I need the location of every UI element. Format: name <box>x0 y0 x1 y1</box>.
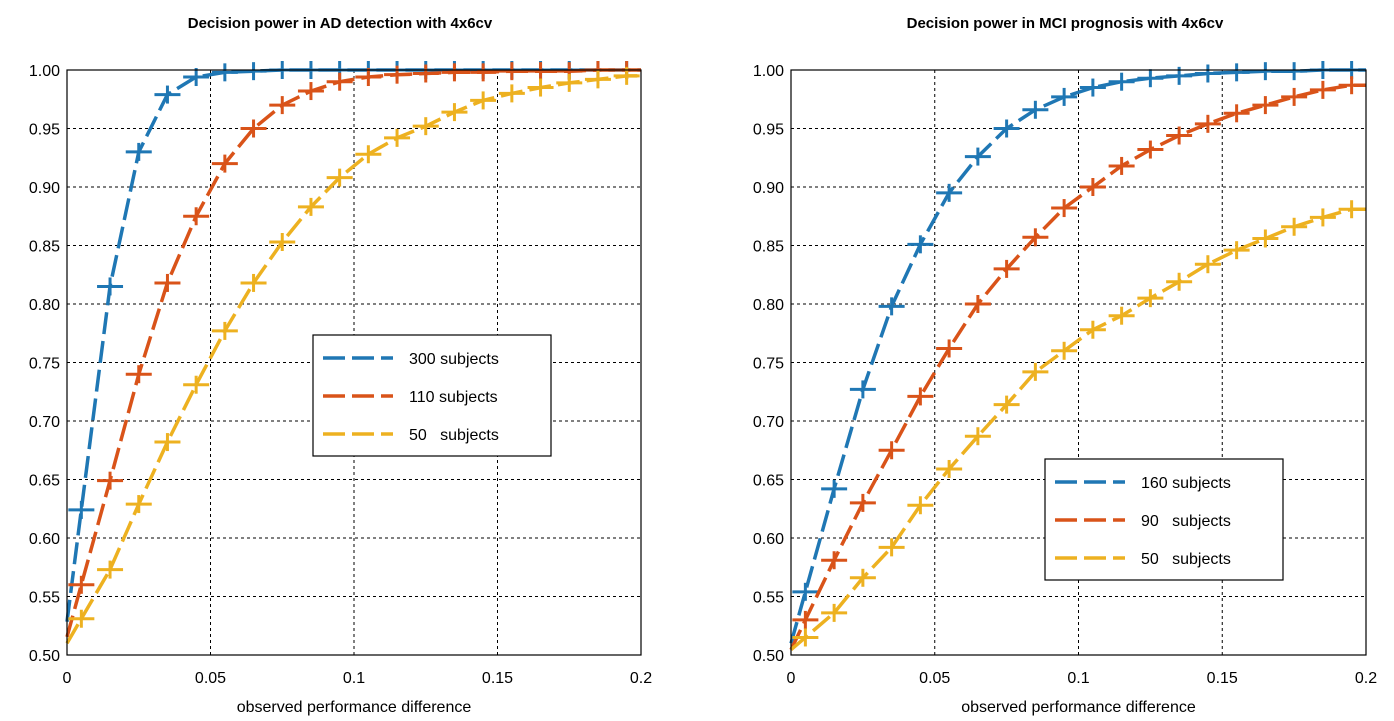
y-tick-label: 0.95 <box>29 122 60 139</box>
y-tick-label: 0.50 <box>29 648 60 665</box>
chart-title: Decision power in MCI prognosis with 4x6… <box>907 15 1224 32</box>
y-tick-label: 0.60 <box>753 531 784 548</box>
y-tick-label: 0.50 <box>753 648 784 665</box>
y-tick-label: 1.00 <box>29 63 60 80</box>
y-tick-label: 0.60 <box>29 531 60 548</box>
y-tick-label: 0.75 <box>753 356 784 373</box>
x-tick-label: 0 <box>63 670 72 687</box>
y-tick-label: 0.75 <box>29 356 60 373</box>
y-tick-label: 0.80 <box>753 297 784 314</box>
x-tick-label: 0.2 <box>1355 670 1377 687</box>
y-tick-label: 0.90 <box>29 180 60 197</box>
series-line <box>789 83 1366 651</box>
series-line <box>789 68 1366 644</box>
y-tick-label: 0.95 <box>753 122 784 139</box>
y-tick-label: 0.80 <box>29 297 60 314</box>
x-tick-label: 0.15 <box>1207 670 1238 687</box>
x-tick-label: 0 <box>787 670 796 687</box>
y-tick-label: 1.00 <box>753 63 784 80</box>
x-tick-label: 0.15 <box>482 670 513 687</box>
x-tick-label: 0.2 <box>630 670 652 687</box>
y-tick-label: 0.65 <box>29 473 60 490</box>
series-line <box>789 207 1366 652</box>
x-axis-label: observed performance difference <box>237 699 472 716</box>
x-tick-label: 0.1 <box>343 670 365 687</box>
legend-label: 110 subjects <box>409 389 498 406</box>
legend-label: 50 subjects <box>1141 551 1231 568</box>
x-tick-label: 0.05 <box>195 670 226 687</box>
y-tick-label: 0.55 <box>29 590 60 607</box>
chart-title: Decision power in AD detection with 4x6c… <box>188 15 493 32</box>
legend-label: 300 subjects <box>409 351 499 368</box>
plot-frame <box>66 69 642 656</box>
y-tick-label: 0.65 <box>753 473 784 490</box>
legend-label: 160 subjects <box>1141 475 1231 492</box>
series-line <box>65 74 641 645</box>
plot-frame <box>790 69 1367 656</box>
y-tick-label: 0.70 <box>753 414 784 431</box>
chart-mci-prognosis: Decision power in MCI prognosis with 4x6… <box>753 15 1377 716</box>
x-axis-label: observed performance difference <box>961 699 1196 716</box>
legend-label: 50 subjects <box>409 427 499 444</box>
legend-label: 90 subjects <box>1141 513 1231 530</box>
y-tick-label: 0.90 <box>753 180 784 197</box>
y-tick-label: 0.85 <box>753 239 784 256</box>
y-tick-label: 0.55 <box>753 590 784 607</box>
x-tick-label: 0.1 <box>1067 670 1089 687</box>
y-tick-label: 0.85 <box>29 239 60 256</box>
chart-ad-detection: Decision power in AD detection with 4x6c… <box>29 15 652 716</box>
x-tick-label: 0.05 <box>919 670 950 687</box>
series-line <box>65 68 641 638</box>
y-tick-label: 0.70 <box>29 414 60 431</box>
